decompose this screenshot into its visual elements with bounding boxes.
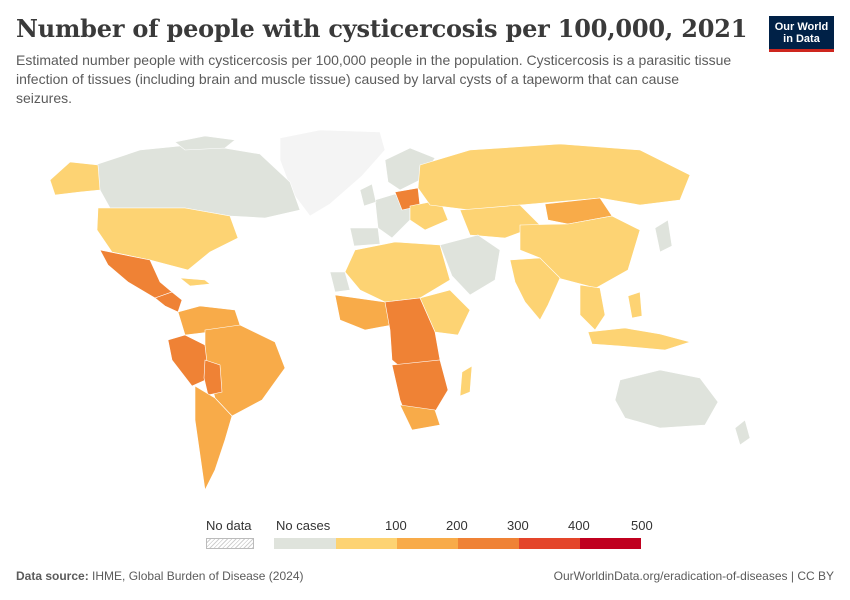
region-central-america[interactable] [154, 291, 183, 313]
chart-subtitle: Estimated number people with cysticercos… [16, 52, 732, 106]
region-canada[interactable] [94, 143, 301, 219]
world-map [0, 120, 850, 515]
legend-tick-500: 500 [631, 518, 653, 533]
legend-tick-400: 400 [568, 518, 590, 533]
region-brazil[interactable] [204, 324, 286, 417]
region-australia[interactable] [614, 369, 719, 429]
legend-tick-300: 300 [507, 518, 529, 533]
region-middle-east[interactable] [439, 234, 501, 296]
region-arctic-islands[interactable] [174, 135, 236, 151]
region-japan[interactable] [654, 219, 673, 253]
chart-title: Number of people with cysticercosis per … [16, 14, 748, 43]
legend-swatch-0-100[interactable] [336, 538, 397, 549]
source-url-link[interactable]: OurWorldinData.org/eradication-of-diseas… [553, 569, 834, 583]
world-map-svg [49, 129, 751, 491]
region-united-states[interactable] [96, 207, 239, 271]
logo-line-1: Our World [774, 20, 829, 33]
region-united-kingdom[interactable] [359, 183, 377, 207]
region-russia[interactable] [417, 143, 691, 211]
logo-line-2: in Data [783, 32, 820, 45]
legend-no-cases-label: No cases [276, 518, 331, 533]
legend-swatch-300-400[interactable] [519, 538, 580, 549]
region-peru[interactable] [167, 334, 211, 387]
region-madagascar[interactable] [459, 365, 473, 397]
region-indonesia[interactable] [587, 327, 692, 351]
legend-tick-200: 200 [446, 518, 468, 533]
legend: No data No cases 100 200 300 400 500 [0, 518, 850, 550]
data-source-text: IHME, Global Burden of Disease (2024) [92, 569, 304, 583]
legend-tick-100: 100 [385, 518, 407, 533]
region-alaska[interactable] [49, 161, 101, 196]
region-new-zealand[interactable] [734, 419, 751, 446]
data-source: Data source: IHME, Global Burden of Dise… [16, 569, 303, 583]
region-china[interactable] [519, 215, 641, 289]
region-western-sahara[interactable] [329, 271, 351, 293]
region-north-africa[interactable] [344, 241, 451, 303]
legend-no-data-swatch[interactable] [206, 538, 254, 549]
region-greenland[interactable] [279, 129, 386, 217]
owid-logo[interactable]: Our World in Data [769, 16, 834, 52]
legend-no-cases-swatch[interactable] [274, 538, 336, 549]
legend-swatch-200-300[interactable] [458, 538, 519, 549]
legend-swatch-400-500[interactable] [580, 538, 641, 549]
region-caribbean[interactable] [179, 277, 211, 287]
data-source-label: Data source: [16, 569, 89, 583]
region-west-africa[interactable] [334, 294, 393, 331]
region-south-africa[interactable] [399, 404, 441, 431]
region-iberia[interactable] [349, 227, 381, 247]
region-southeast-asia[interactable] [579, 284, 606, 331]
region-bolivia[interactable] [203, 359, 223, 396]
region-argentina-chile[interactable] [194, 385, 233, 491]
region-india[interactable] [509, 257, 561, 321]
region-philippines[interactable] [627, 291, 643, 319]
legend-swatch-100-200[interactable] [397, 538, 458, 549]
legend-no-data-label: No data [206, 518, 252, 533]
